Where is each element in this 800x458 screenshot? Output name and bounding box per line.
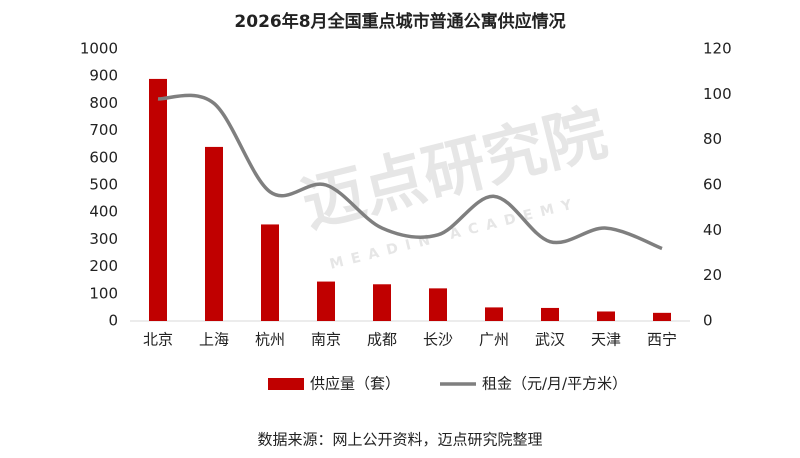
x-tick-label: 西宁 bbox=[647, 331, 677, 349]
source-note: 数据来源：网上公开资料，迈点研究院整理 bbox=[257, 431, 542, 449]
x-tick-label: 上海 bbox=[199, 331, 229, 349]
y2-tick-label: 60 bbox=[703, 176, 722, 194]
legend-label: 供应量（套） bbox=[310, 375, 400, 393]
y-tick-label: 500 bbox=[89, 176, 118, 194]
line bbox=[157, 93, 663, 251]
y2-tick-label: 100 bbox=[703, 85, 732, 103]
y2-tick-label: 40 bbox=[703, 221, 722, 239]
watermark: 迈点研究院 bbox=[295, 95, 613, 241]
y2-tick-label: 80 bbox=[703, 130, 722, 148]
x-tick-label: 长沙 bbox=[423, 331, 453, 349]
x-tick-label: 武汉 bbox=[535, 331, 565, 349]
bar bbox=[597, 311, 615, 321]
bar bbox=[485, 307, 503, 321]
x-tick-label: 成都 bbox=[367, 331, 397, 349]
chart-title: 2026年8月全国重点城市普通公寓供应情况 bbox=[234, 11, 565, 32]
bar bbox=[541, 307, 559, 321]
x-tick-label: 杭州 bbox=[255, 331, 285, 349]
x-tick-label: 北京 bbox=[143, 331, 173, 349]
legend-swatch bbox=[268, 378, 304, 390]
x-tick-label: 天津 bbox=[591, 331, 621, 349]
bar bbox=[205, 146, 223, 321]
x-tick-label: 广州 bbox=[479, 331, 509, 349]
y-tick-label: 600 bbox=[89, 148, 118, 166]
y-tick-label: 700 bbox=[89, 121, 118, 139]
y-tick-label: 800 bbox=[89, 94, 118, 112]
bar bbox=[317, 281, 335, 321]
y2-tick-label: 0 bbox=[703, 312, 713, 330]
x-tick-label: 南京 bbox=[311, 331, 341, 349]
y-tick-label: 400 bbox=[89, 203, 118, 221]
bar bbox=[653, 312, 671, 321]
bar bbox=[373, 284, 391, 321]
y-tick-label: 100 bbox=[89, 284, 118, 302]
y-tick-label: 1000 bbox=[80, 40, 118, 58]
y-tick-label: 200 bbox=[89, 257, 118, 275]
legend-label: 租金（元/月/平方米） bbox=[482, 375, 627, 393]
y2-tick-label: 20 bbox=[703, 266, 722, 284]
bar bbox=[429, 288, 447, 321]
y-tick-label: 0 bbox=[108, 312, 118, 330]
y-tick-label: 300 bbox=[89, 230, 118, 248]
bar bbox=[149, 78, 167, 321]
y-tick-label: 900 bbox=[89, 67, 118, 85]
bar bbox=[261, 224, 279, 321]
y2-tick-label: 120 bbox=[703, 40, 732, 58]
